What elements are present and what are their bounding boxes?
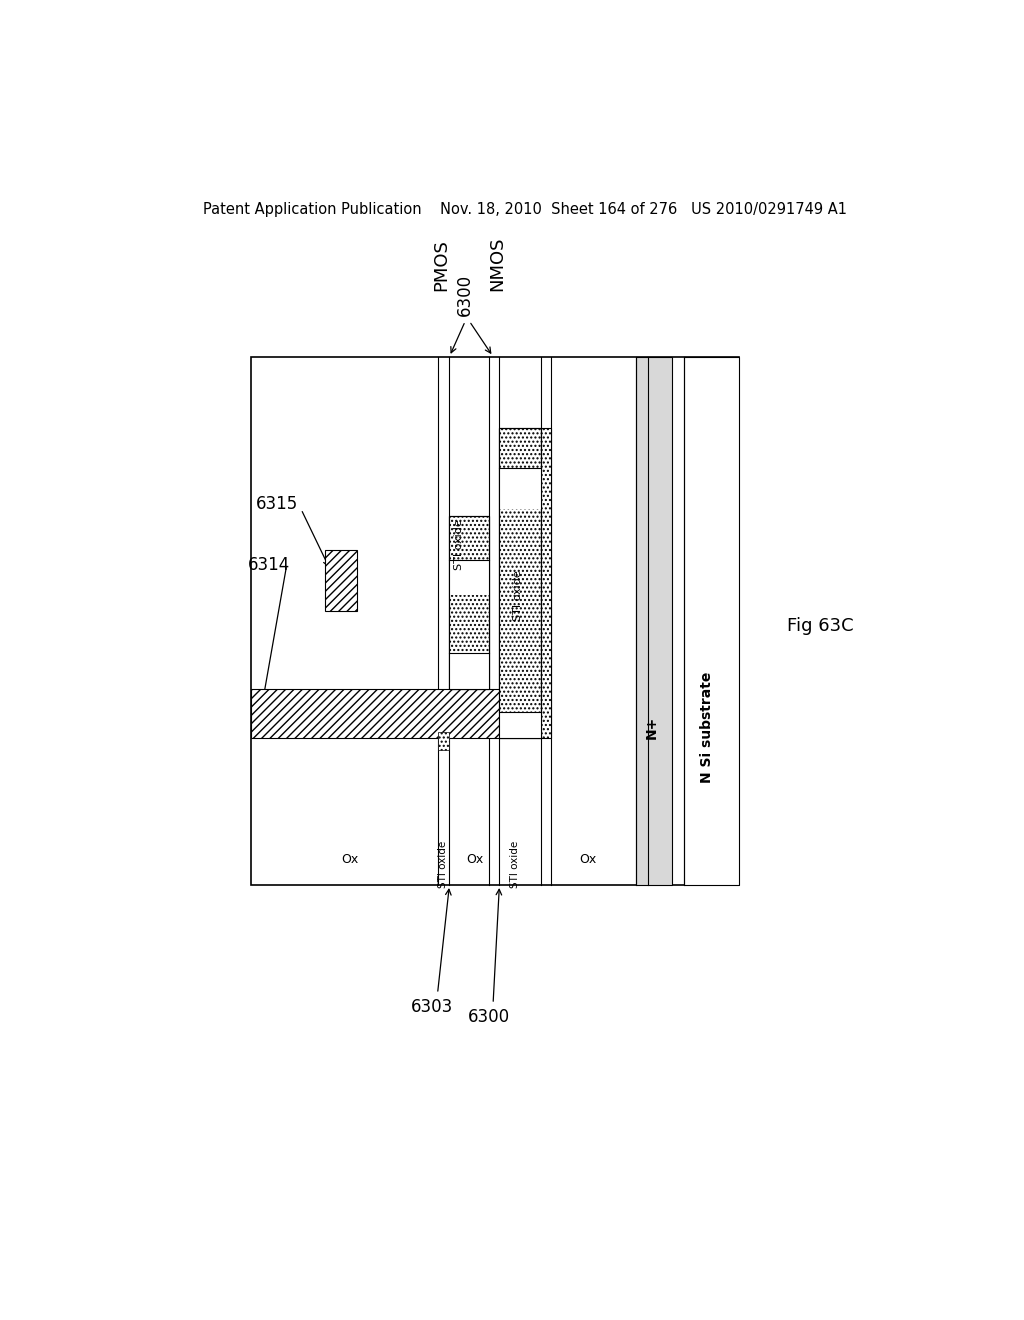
Bar bbox=[450, 516, 489, 689]
Text: 6314: 6314 bbox=[248, 556, 291, 574]
Bar bbox=[325, 549, 356, 611]
Text: STI oxide: STI oxide bbox=[513, 570, 523, 620]
Text: STI oxide: STI oxide bbox=[455, 519, 464, 570]
Text: 6300: 6300 bbox=[468, 1008, 510, 1026]
Text: NMOS: NMOS bbox=[488, 236, 506, 290]
Bar bbox=[251, 356, 739, 886]
Text: N Si substrate: N Si substrate bbox=[700, 672, 715, 783]
Text: Patent Application Publication    Nov. 18, 2010  Sheet 164 of 276   US 2010/0291: Patent Application Publication Nov. 18, … bbox=[203, 202, 847, 216]
Bar bbox=[636, 356, 672, 886]
Text: N+: N+ bbox=[645, 715, 658, 739]
Text: Ox: Ox bbox=[580, 853, 597, 866]
Bar bbox=[251, 689, 541, 738]
Bar bbox=[500, 428, 541, 738]
Text: Ox: Ox bbox=[466, 853, 483, 866]
Bar bbox=[500, 713, 541, 738]
Text: 6300: 6300 bbox=[457, 273, 474, 315]
Text: STI oxide: STI oxide bbox=[510, 841, 520, 888]
Bar bbox=[500, 469, 541, 510]
Bar bbox=[684, 356, 739, 886]
Bar bbox=[450, 653, 489, 689]
Bar bbox=[450, 560, 489, 595]
Text: 6315: 6315 bbox=[256, 495, 298, 513]
Bar bbox=[450, 516, 489, 689]
Bar bbox=[500, 428, 541, 738]
Text: Ox: Ox bbox=[342, 853, 358, 866]
Bar bbox=[541, 428, 551, 738]
Text: 6303: 6303 bbox=[411, 998, 453, 1016]
Text: Fig 63C: Fig 63C bbox=[786, 616, 853, 635]
Bar bbox=[437, 731, 450, 750]
Text: PMOS: PMOS bbox=[432, 239, 451, 290]
Text: STI oxide: STI oxide bbox=[438, 841, 449, 888]
